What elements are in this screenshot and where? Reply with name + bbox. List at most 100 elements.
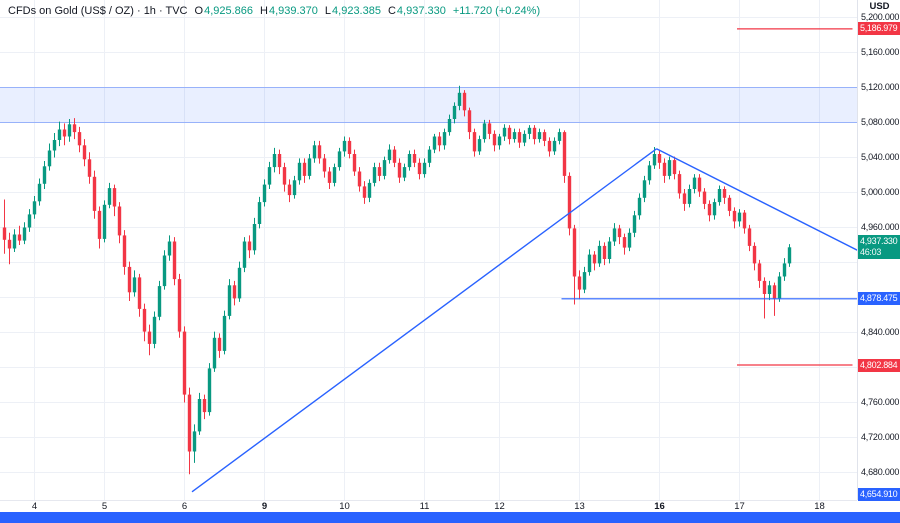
price-tick-label: 4,840.000 — [861, 327, 900, 337]
candle-body — [212, 337, 217, 369]
candle-body — [587, 254, 592, 273]
candle-body — [477, 139, 482, 152]
candle-body — [627, 232, 632, 248]
candle-body — [462, 92, 467, 111]
candle-body — [727, 197, 732, 211]
candle-body — [72, 124, 77, 133]
candle-body — [707, 203, 712, 216]
candle-body — [112, 188, 117, 207]
candle-body — [742, 212, 747, 229]
candle-body — [787, 247, 792, 264]
open-ohlc: O 4,925.866 — [195, 5, 254, 18]
candle-body — [497, 136, 502, 146]
candle-body — [332, 167, 337, 183]
candle-body — [342, 140, 347, 152]
candle-body — [62, 129, 67, 137]
candle-body — [662, 162, 667, 176]
candle-body — [422, 162, 427, 175]
time-axis-label: 13 — [574, 501, 585, 512]
candle-body — [12, 234, 17, 249]
price-tick-label: 4,720.000 — [861, 432, 900, 442]
candle-body — [207, 368, 212, 413]
time-axis-label: 12 — [494, 501, 505, 512]
candle-body — [202, 399, 207, 413]
candle-body — [482, 123, 487, 140]
candle-body — [442, 132, 447, 146]
price-tick-label: 5,200.000 — [861, 12, 900, 22]
candle-body — [172, 241, 177, 280]
candle-body — [242, 241, 247, 268]
candle-body — [347, 140, 352, 154]
candle-body — [387, 149, 392, 161]
candle-body — [7, 239, 12, 249]
candle-body — [292, 180, 297, 196]
candle-body — [752, 245, 757, 264]
candle-body — [557, 132, 562, 141]
candle-body — [492, 133, 497, 146]
candle-body — [722, 189, 727, 198]
candle-body — [527, 127, 532, 134]
candle-body — [687, 189, 692, 204]
price-axis-badge[interactable]: 5,186.979 — [858, 22, 900, 36]
price-axis-badge[interactable]: 4,802.884 — [858, 358, 900, 372]
candle-body — [532, 127, 537, 140]
candle-body — [312, 145, 317, 159]
candle-body — [377, 167, 382, 176]
price-band[interactable] — [0, 87, 857, 123]
price-axis-badge[interactable]: 4,654.910 — [858, 488, 900, 501]
candle-body — [392, 149, 397, 163]
candle-body — [122, 235, 127, 267]
candle-body — [262, 184, 267, 203]
currency-label[interactable]: USD — [869, 1, 890, 12]
candle-body — [77, 132, 82, 146]
time-axis-label: 10 — [339, 501, 350, 512]
trendline[interactable] — [656, 148, 858, 251]
time-axis[interactable]: 4 5 6 9 10 11 12 13 16 17 18 — [0, 500, 857, 512]
candle-body — [282, 167, 287, 185]
candle-body — [102, 204, 107, 239]
candle-body — [182, 331, 187, 395]
candle-body — [247, 241, 252, 251]
badge-price: 4,802.884 — [860, 359, 898, 370]
candle-body — [177, 279, 182, 332]
time-axis-label: 9 — [261, 501, 268, 512]
bottom-scrollbar[interactable] — [0, 512, 900, 523]
close-label: C — [387, 5, 396, 17]
candle-body — [672, 160, 677, 175]
candle-body — [92, 176, 97, 211]
price-tick-label: 5,080.000 — [861, 117, 900, 127]
trendline[interactable] — [191, 148, 657, 493]
candle-body — [612, 228, 617, 242]
candle-body — [267, 167, 272, 185]
candle-body — [322, 158, 327, 172]
candle-body — [132, 277, 137, 293]
price-axis-badge[interactable]: 4,878.475 — [858, 292, 900, 306]
candle-body — [187, 394, 192, 452]
price-tick-label: 4,680.000 — [861, 467, 900, 477]
candle-body — [317, 145, 322, 159]
time-axis-label: 18 — [814, 501, 825, 512]
candle-body — [307, 158, 312, 176]
candle-body — [767, 285, 772, 294]
candle-body — [47, 150, 52, 167]
candle-body — [117, 206, 122, 236]
candle-body — [2, 227, 7, 240]
candle-body — [777, 276, 782, 299]
candle-body — [82, 145, 87, 160]
price-axis-badge[interactable]: 4,937.330 46:03 — [858, 235, 900, 260]
candle-body — [577, 276, 582, 290]
candle-body — [632, 215, 637, 233]
candle-body — [427, 149, 432, 163]
symbol-title[interactable]: CFDs on Gold (US$ / OZ) · 1h · TVC — [8, 5, 188, 17]
chart-plot-area[interactable] — [0, 0, 857, 500]
candle-body — [572, 228, 577, 277]
candle-body — [697, 177, 702, 192]
candle-body — [352, 154, 357, 172]
high-value: 4,939.370 — [268, 5, 318, 17]
candle-body — [597, 245, 602, 264]
candle-body — [702, 191, 707, 204]
price-axis[interactable]: USD 5,200.000 5,160.000 5,120.000 5,080.000… — [857, 0, 900, 501]
candle-body — [762, 280, 767, 294]
candle-body — [512, 132, 517, 140]
candle-body — [717, 189, 722, 203]
